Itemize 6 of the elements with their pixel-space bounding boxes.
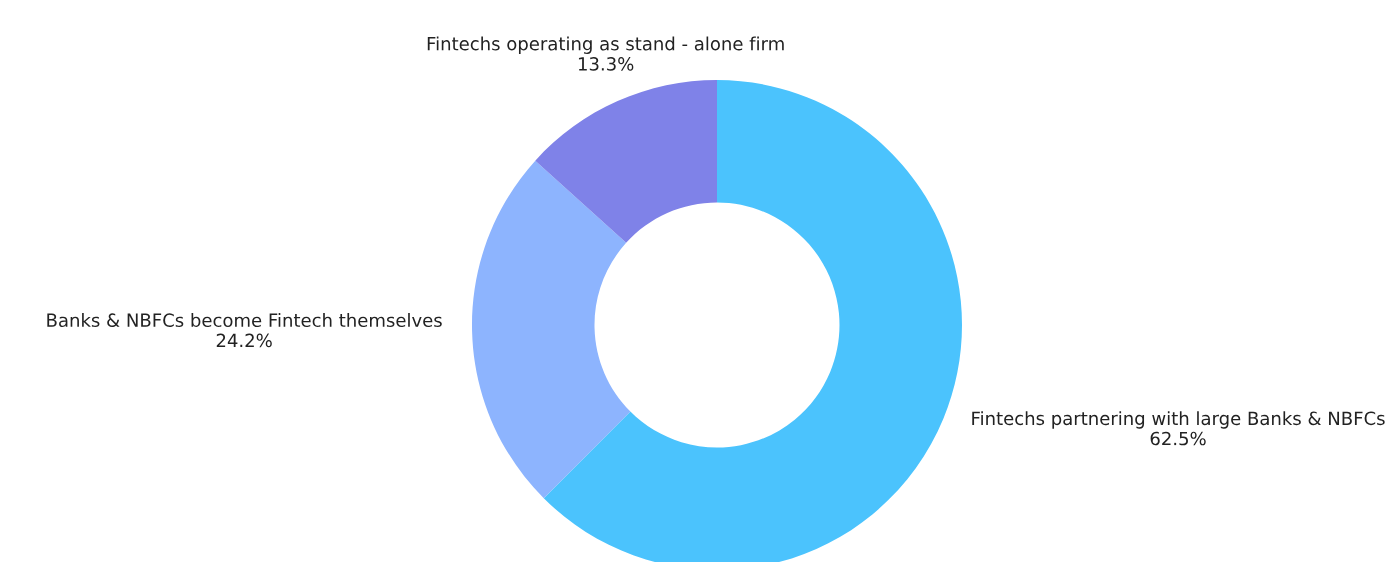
- data-label: 13.3%: [578, 57, 634, 71]
- slice-label: Fintechs partnering with large Banks & NBFCs: [972, 411, 1385, 429]
- slice-label: Fintechs operating as stand - alone firm: [427, 36, 784, 54]
- data-label: 24.2%: [216, 333, 272, 348]
- slice-label: Banks & NBFCs become Fintech themselves: [47, 313, 442, 328]
- data-label: 62.5%: [1150, 431, 1206, 446]
